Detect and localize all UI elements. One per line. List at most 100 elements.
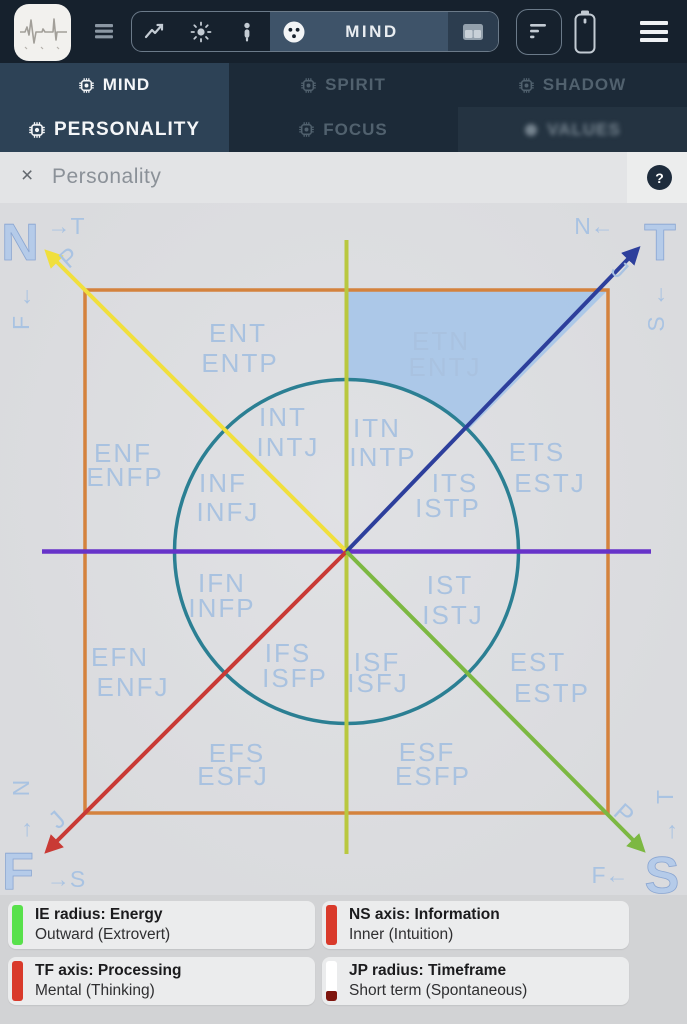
svg-text:N: N [8, 780, 34, 797]
tab-values-label: VALUES [547, 119, 621, 139]
active-mode-segment[interactable]: MIND [270, 12, 448, 51]
tab-mind-label: MIND [102, 75, 151, 94]
tab-focus[interactable]: FOCUS [229, 107, 458, 152]
diagonal-se-arrow [345, 550, 646, 853]
svg-text:→S: →S [47, 866, 85, 892]
highlighted-sector [346, 290, 608, 430]
heartbeat-trace-icon [19, 18, 67, 50]
svg-text:↓: ↓ [21, 282, 33, 308]
sun-button[interactable] [178, 12, 224, 51]
svg-text:INF: INF [199, 468, 247, 498]
sector-labels: ENT ENTP ETN ENTJ ENF ENFP INT INTJ INF … [86, 318, 590, 791]
ecg-logo[interactable] [14, 3, 71, 61]
svg-text:S: S [645, 847, 680, 895]
corner-letters: N T F S [1, 214, 680, 906]
tab-personality[interactable]: PERSONALITY [0, 107, 229, 152]
svg-text:↑: ↑ [21, 815, 33, 841]
mode-label: MIND [345, 21, 399, 41]
legend-bar-tf [12, 961, 23, 1001]
trend-icon [144, 23, 164, 38]
svg-text:ESTP: ESTP [514, 678, 590, 708]
tab-focus-label: FOCUS [323, 119, 388, 139]
tab-spirit[interactable]: SPIRIT [229, 63, 458, 107]
trend-button[interactable] [132, 12, 178, 51]
diagonal-sw-arrow [44, 550, 348, 854]
hamburger-menu-button[interactable] [640, 21, 668, 42]
svg-text:F: F [8, 316, 34, 330]
window-layout-button[interactable] [448, 12, 498, 51]
svg-text:ETN: ETN [412, 326, 470, 356]
panel-title: Personality [52, 165, 162, 188]
svg-text:T: T [644, 214, 676, 272]
chip-icon [299, 122, 314, 137]
close-icon[interactable]: × [21, 164, 34, 187]
svg-text:INFJ: INFJ [197, 497, 260, 527]
legend-bar-ie [12, 905, 23, 945]
svg-text:ENFP: ENFP [86, 462, 163, 492]
tab-mind[interactable]: MIND [0, 63, 229, 107]
personality-wheel[interactable]: ENT ENTP ETN ENTJ ENF ENFP INT INTJ INF … [0, 203, 687, 906]
legend-card-ie: IE radius: Energy Outward (Extrovert) [8, 901, 315, 949]
legend-subtitle: Inner (Intuition) [349, 926, 454, 943]
panel-header: × Personality ? [0, 152, 687, 203]
sun-icon [190, 21, 212, 42]
sort-lines-icon [530, 24, 546, 39]
tab-values[interactable]: VALUES [458, 107, 687, 152]
svg-text:P: P [54, 242, 85, 274]
chip-icon [29, 122, 45, 138]
window-layout-icon [463, 23, 483, 40]
svg-text:ITN: ITN [353, 413, 401, 443]
legend-title: IE radius: Energy [35, 906, 163, 923]
legend-subtitle: Mental (Thinking) [35, 982, 155, 999]
svg-text:EFN: EFN [91, 642, 149, 672]
svg-text:INFP: INFP [188, 593, 255, 623]
tab-shadow[interactable]: SHADOW [458, 63, 687, 107]
dot-icon [525, 123, 538, 136]
svg-text:ENF: ENF [94, 438, 152, 468]
legend-title: TF axis: Processing [35, 962, 182, 979]
svg-text:ISFP: ISFP [262, 663, 328, 693]
svg-text:N←: N← [574, 213, 614, 239]
legend-title: NS axis: Information [349, 906, 500, 923]
svg-text:INTJ: INTJ [257, 432, 320, 462]
chip-icon [519, 78, 534, 93]
svg-text:IFN: IFN [198, 568, 246, 598]
legend-bar-jp [326, 961, 337, 1001]
person-icon [244, 22, 250, 41]
diagonal-ne-arrow [345, 246, 641, 553]
legend-bar-jp-fill [326, 991, 337, 1001]
tab-bar: MIND SPIRIT SHADOW PERSONALITY FOCUS VAL… [0, 63, 687, 152]
person-button[interactable] [224, 12, 270, 51]
legend-bar-ns [326, 905, 337, 945]
tab-shadow-label: SHADOW [542, 75, 627, 94]
svg-text:P: P [608, 798, 639, 830]
diagonal-nw-arrow [44, 249, 348, 553]
help-button[interactable]: ? [647, 165, 672, 190]
legend-subtitle: Outward (Extrovert) [35, 926, 171, 943]
table-icon[interactable] [95, 24, 113, 39]
svg-text:ENFJ: ENFJ [97, 672, 170, 702]
chip-icon [301, 78, 316, 93]
svg-text:EFS: EFS [209, 738, 266, 768]
svg-text:ISTJ: ISTJ [422, 600, 483, 630]
svg-text:F←: F← [591, 862, 628, 888]
svg-text:→T: →T [47, 213, 84, 239]
svg-text:ITS: ITS [432, 468, 478, 498]
svg-text:EST: EST [510, 647, 567, 677]
personality-wheel-svg: ENT ENTP ETN ENTJ ENF ENFP INT INTJ INF … [1, 213, 680, 906]
svg-text:ETS: ETS [509, 437, 566, 467]
svg-text:IFS: IFS [265, 638, 311, 668]
chip-icon [79, 78, 94, 93]
battery-indicator[interactable] [572, 9, 598, 55]
svg-text:ENTP: ENTP [201, 348, 278, 378]
svg-text:↓: ↓ [655, 280, 667, 306]
legend-card-jp: JP radius: Timeframe Short term (Spontan… [322, 957, 629, 1005]
svg-text:ESTJ: ESTJ [514, 468, 586, 498]
svg-text:ISFJ: ISFJ [347, 668, 408, 698]
battery-icon [574, 10, 596, 53]
tab-spirit-label: SPIRIT [325, 75, 386, 94]
svg-text:S: S [643, 316, 669, 331]
sort-button[interactable] [516, 8, 562, 55]
svg-text:ENT: ENT [209, 318, 267, 348]
